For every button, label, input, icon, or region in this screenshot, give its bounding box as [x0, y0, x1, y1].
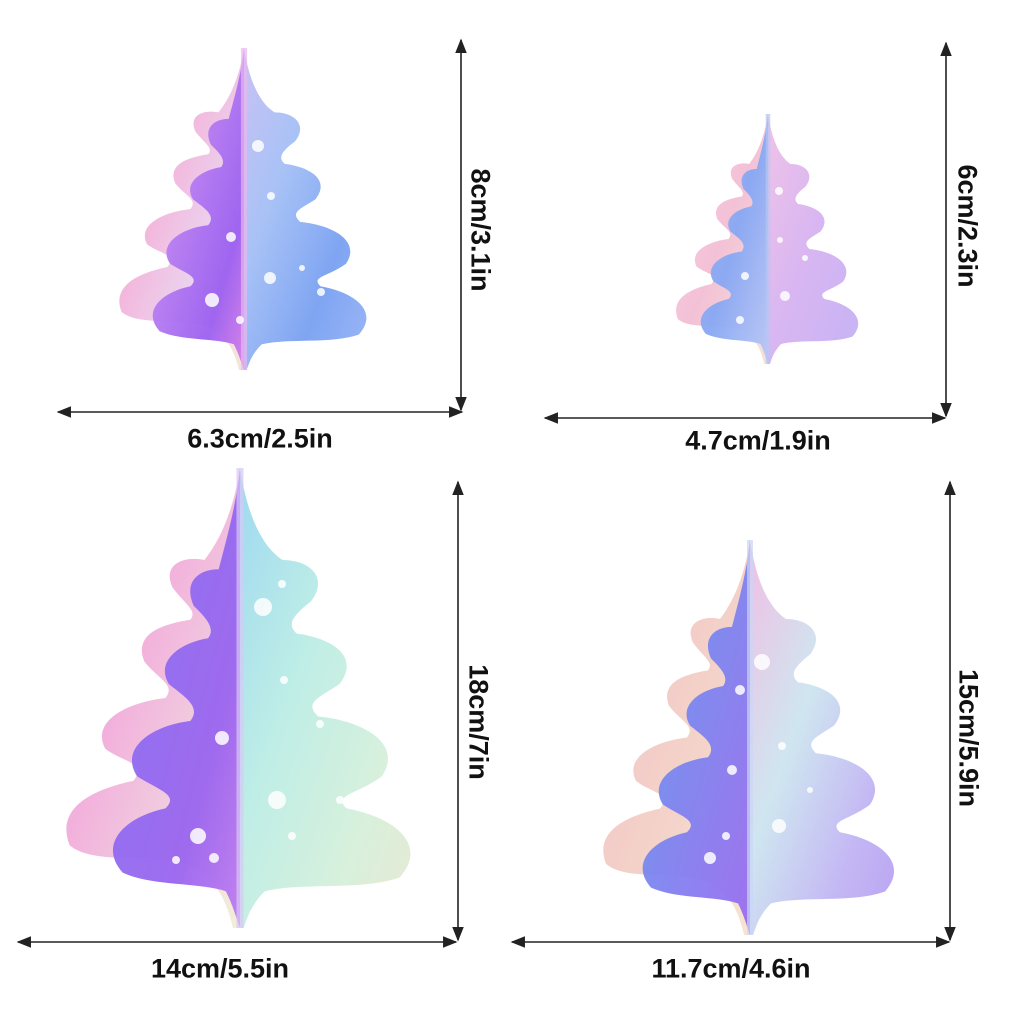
width-label-top-left: 6.3cm/2.5in — [187, 423, 333, 454]
height-label-top-left: 8cm/3.1in — [465, 168, 496, 292]
width-label-bottom-left: 14cm/5.5in — [150, 953, 290, 984]
width-label-top-right: 4.7cm/1.9in — [685, 425, 831, 456]
height-label-top-right: 6cm/2.3in — [952, 164, 983, 288]
tree-top-left — [119, 48, 367, 370]
height-label-bottom-left: 18cm/7in — [463, 664, 494, 780]
height-label-bottom-right: 15cm/5.9in — [953, 668, 984, 808]
width-label-bottom-right: 11.7cm/4.6in — [651, 953, 811, 984]
tree-holes — [704, 654, 813, 864]
tree-holes — [205, 140, 325, 324]
dimension-arrows — [16, 38, 956, 948]
tree-top-right — [676, 114, 859, 364]
tree-holes — [172, 580, 344, 864]
tree-holes — [736, 187, 808, 324]
tree-bottom-left — [66, 468, 411, 928]
tree-bottom-right — [603, 540, 895, 935]
